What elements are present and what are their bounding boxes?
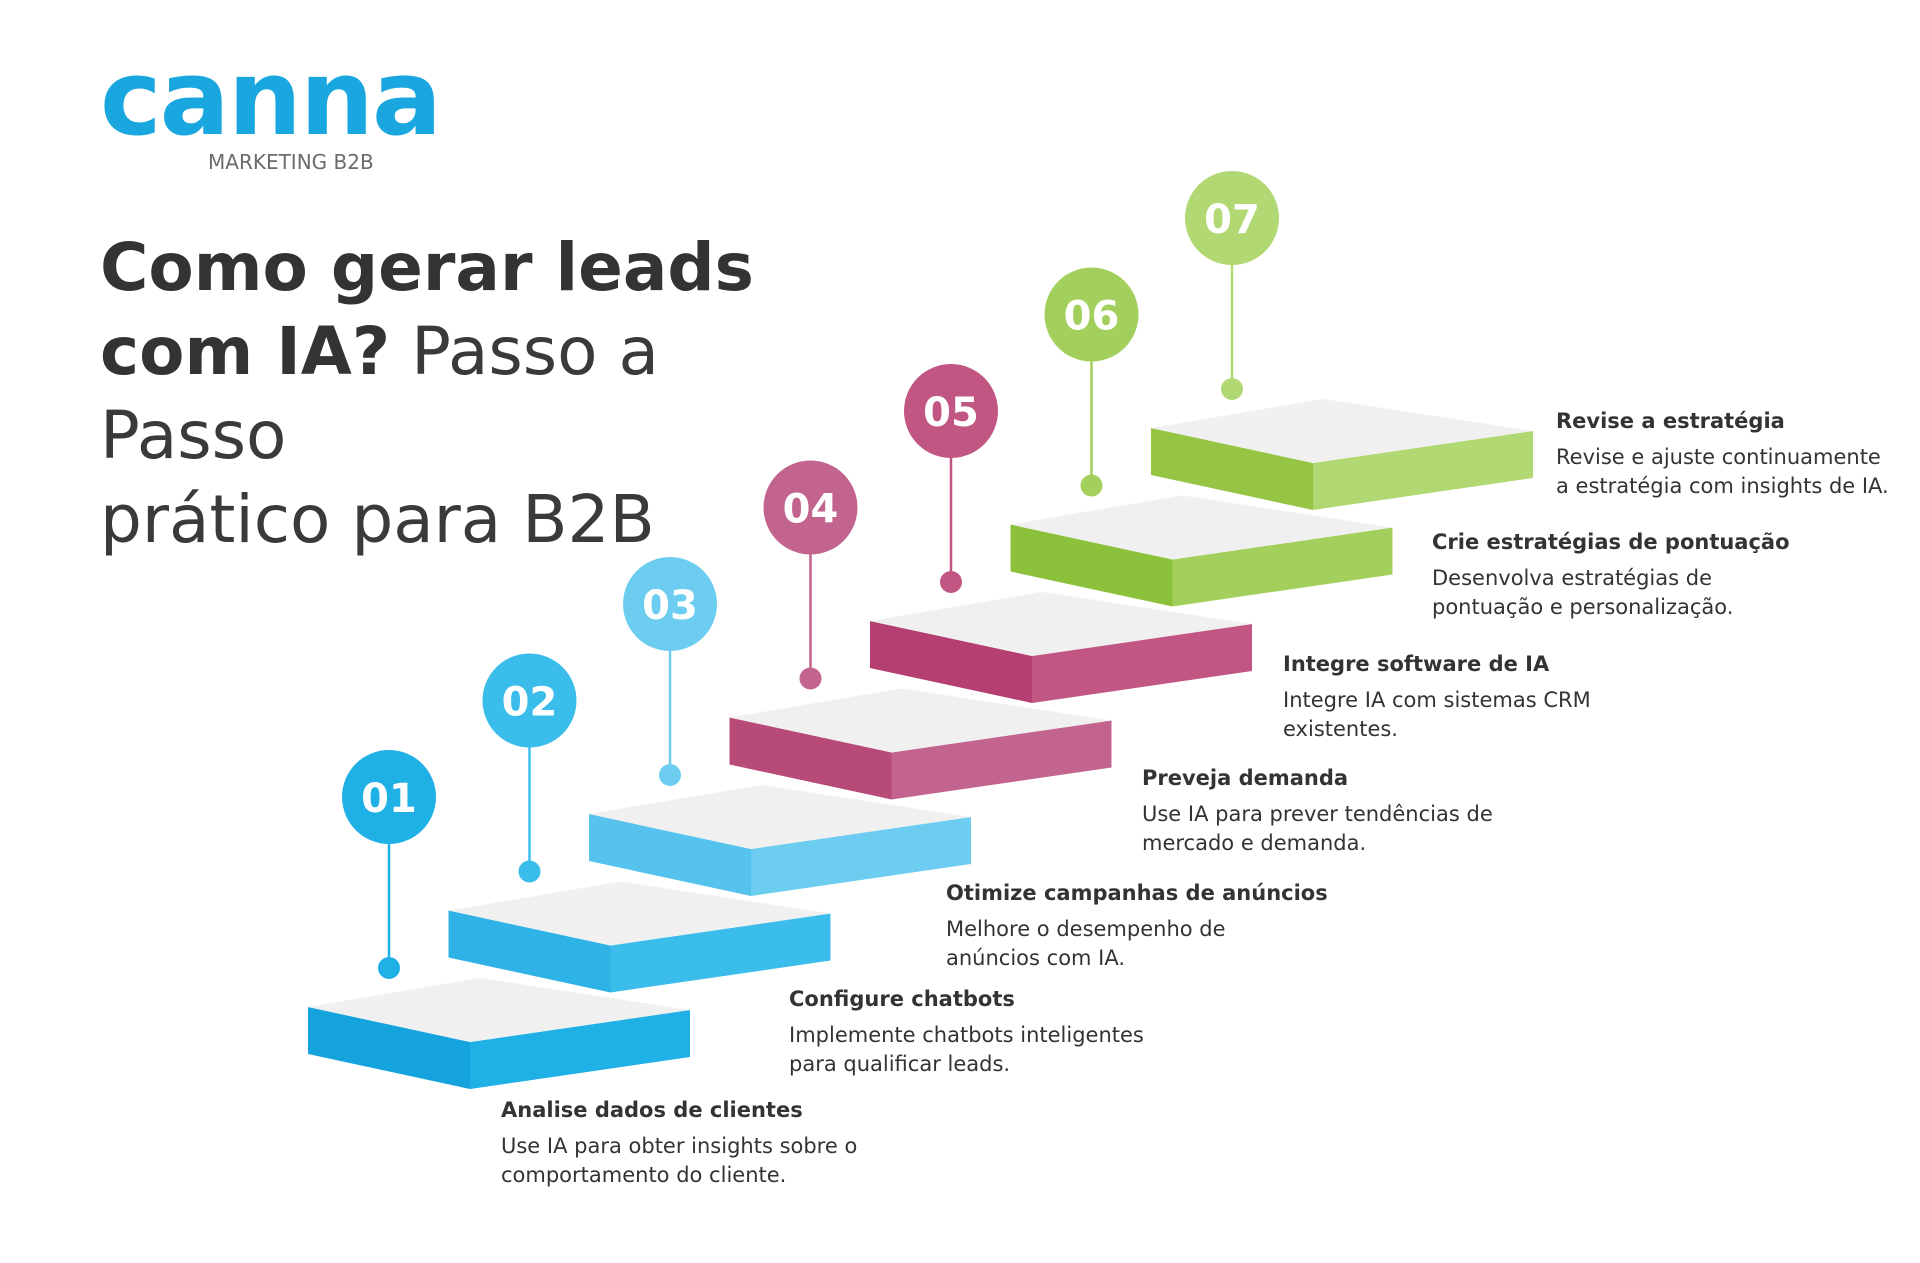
- logo-wordmark: canna: [100, 37, 442, 159]
- step-right-face: [751, 817, 971, 896]
- logo-subtitle: MARKETING B2B: [208, 150, 374, 174]
- pin-dot: [1221, 378, 1243, 400]
- step-text-02: Configure chatbots Implemente chatbots in…: [789, 985, 1144, 1079]
- pin-01: 01: [342, 750, 436, 979]
- step-number-label: 03: [642, 583, 698, 629]
- step-right-face: [1032, 624, 1252, 703]
- step-03: [589, 785, 971, 896]
- step-number-label: 01: [361, 776, 417, 822]
- step-description: Use IA para prever tendências de mercado…: [1142, 802, 1493, 855]
- step-description: Melhore o desempenho de anúncios com IA.: [946, 917, 1226, 970]
- pin-dot: [378, 957, 400, 979]
- pin-circle: [623, 557, 717, 651]
- pin-circle: [342, 750, 436, 844]
- step-number-label: 04: [783, 487, 839, 533]
- step-right-face: [1313, 431, 1533, 510]
- title-line2-bold: com IA?: [100, 313, 391, 390]
- pin-circle: [763, 460, 858, 555]
- step-07: [1151, 399, 1533, 510]
- pin-dot: [940, 571, 962, 593]
- pin-dot: [518, 860, 541, 883]
- pin-circle: [1044, 267, 1139, 362]
- pin-dot: [799, 667, 822, 690]
- pin-circle: [482, 653, 577, 748]
- step-top-face: [729, 688, 1112, 753]
- step-right-face: [891, 720, 1112, 800]
- step-description: Revise e ajuste continuamente a estratég…: [1556, 445, 1889, 498]
- step-text-01: Analise dados de clientes Use IA para obt…: [501, 1096, 857, 1190]
- page-title: Como gerar leads com IA? Passo a Passo p…: [100, 226, 820, 562]
- step-top-face: [1151, 399, 1533, 463]
- step-top-face: [870, 592, 1252, 656]
- title-line3: prático para B2B: [100, 481, 655, 558]
- step-left-face: [729, 717, 892, 800]
- pin-05: 05: [904, 364, 998, 593]
- step-right-face: [610, 913, 831, 993]
- title-line2-light: Passo a Passo: [100, 313, 659, 474]
- step-top-face: [308, 978, 690, 1042]
- step-left-face: [448, 910, 611, 993]
- step-number-label: 07: [1204, 197, 1260, 243]
- step-text-05: Integre software de IA Integre IA com sis…: [1283, 650, 1591, 744]
- step-title: Crie estratégias de pontuação: [1432, 530, 1790, 554]
- step-06: [1010, 495, 1393, 607]
- pin-dot: [1080, 474, 1103, 497]
- step-right-face: [470, 1010, 690, 1089]
- step-title: Configure chatbots: [789, 987, 1015, 1011]
- step-02: [448, 881, 831, 993]
- pin-07: 07: [1185, 171, 1279, 400]
- step-left-face: [308, 1007, 470, 1089]
- step-title: Analise dados de clientes: [501, 1098, 803, 1122]
- pin-04: 04: [763, 460, 858, 690]
- step-text-06: Crie estratégias de pontuação Desenvolva …: [1432, 528, 1790, 622]
- step-title: Preveja demanda: [1142, 766, 1349, 790]
- step-left-face: [1010, 524, 1173, 607]
- step-description: Use IA para obter insights sobre o compo…: [501, 1134, 858, 1187]
- step-description: Integre IA com sistemas CRM existentes.: [1283, 688, 1591, 741]
- step-number-label: 05: [923, 390, 979, 436]
- step-right-face: [1172, 527, 1393, 607]
- step-title: Otimize campanhas de anúncios: [946, 881, 1328, 905]
- step-title: Revise a estratégia: [1556, 409, 1785, 433]
- step-text-07: Revise a estratégia Revise e ajuste conti…: [1556, 407, 1889, 501]
- step-number-label: 02: [502, 680, 558, 726]
- pin-circle: [1185, 171, 1279, 265]
- pin-06: 06: [1044, 267, 1139, 497]
- step-05: [870, 592, 1252, 703]
- step-left-face: [870, 621, 1032, 703]
- step-left-face: [1151, 428, 1313, 510]
- step-01: [308, 978, 690, 1089]
- step-top-face: [589, 785, 971, 849]
- step-title: Integre software de IA: [1283, 652, 1550, 676]
- title-line1: Como gerar leads: [100, 229, 754, 306]
- pin-03: 03: [623, 557, 717, 786]
- pin-circle: [904, 364, 998, 458]
- step-description: Desenvolva estratégias de pontuação e pe…: [1432, 566, 1734, 619]
- step-text-04: Preveja demanda Use IA para prever tendên…: [1142, 764, 1493, 858]
- step-top-face: [448, 881, 831, 946]
- step-number-label: 06: [1064, 294, 1120, 340]
- step-description: Implemente chatbots inteligentes para qu…: [789, 1023, 1144, 1076]
- step-text-03: Otimize campanhas de anúncios Melhore o d…: [946, 879, 1328, 973]
- step-left-face: [589, 814, 751, 896]
- pin-02: 02: [482, 653, 577, 883]
- step-top-face: [1010, 495, 1393, 560]
- step-04: [729, 688, 1112, 800]
- pin-dot: [659, 764, 681, 786]
